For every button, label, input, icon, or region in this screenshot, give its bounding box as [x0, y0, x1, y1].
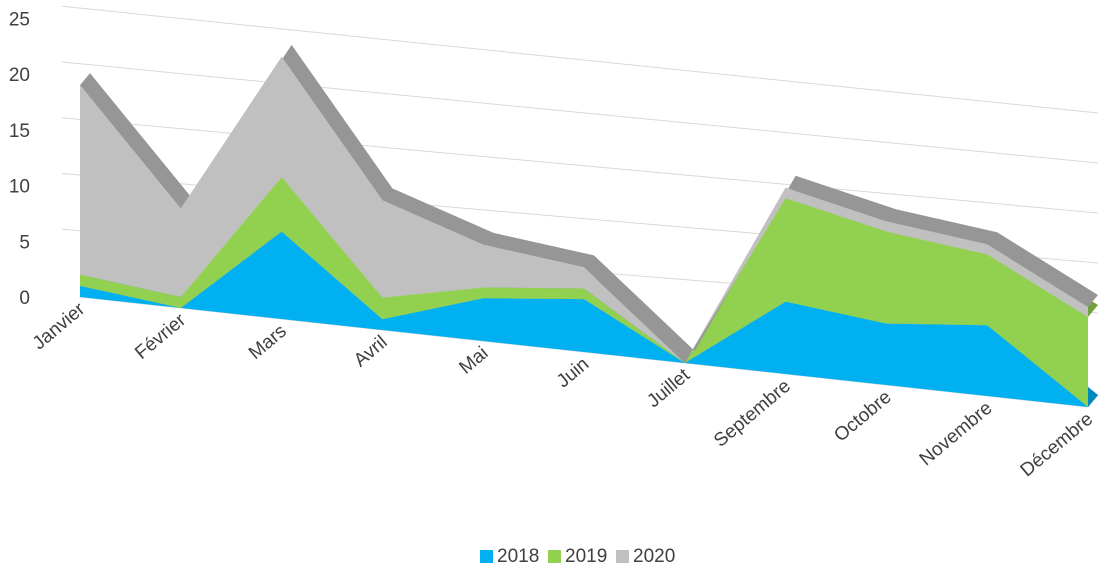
- x-tick-label: Février: [131, 309, 190, 364]
- legend-swatch-2019: [548, 550, 561, 563]
- legend-label-2018: 2018: [497, 546, 539, 567]
- y-tick-label: 10: [9, 177, 30, 198]
- legend: 2018 2019 2020: [480, 546, 675, 567]
- x-tick-label: Mai: [455, 343, 492, 379]
- x-tick-label: Novembre: [916, 398, 997, 470]
- area-depth-2020: [80, 44, 1098, 364]
- legend-swatch-2018: [480, 550, 493, 563]
- x-tick-label: Juillet: [643, 364, 694, 412]
- legend-label-2019: 2019: [565, 546, 607, 567]
- legend-label-2020: 2020: [633, 546, 675, 567]
- series-areas: [80, 44, 1098, 407]
- y-tick-label: 20: [9, 65, 30, 86]
- legend-swatch-2020: [616, 550, 629, 563]
- area-2019: [80, 177, 1088, 407]
- gridline: [61, 5, 1099, 114]
- area-2018: [80, 231, 1088, 407]
- y-tick-label: 0: [19, 288, 30, 309]
- x-tick-label: Septembre: [710, 376, 795, 452]
- x-tick-label: Janvier: [29, 298, 90, 354]
- x-tick-label: Juin: [553, 354, 593, 392]
- area-2020: [80, 56, 1088, 364]
- y-axis-ticks: 0 5 10 15 20 25: [9, 9, 30, 309]
- x-tick-label: Mars: [245, 321, 291, 364]
- y-tick-label: 15: [9, 121, 30, 142]
- x-tick-label: Décembre: [1017, 409, 1098, 481]
- x-tick-label: Avril: [350, 332, 392, 372]
- y-tick-label: 5: [19, 232, 30, 253]
- y-tick-label: 25: [9, 9, 30, 30]
- gridline: [61, 61, 1099, 164]
- x-tick-label: Octobre: [830, 387, 895, 447]
